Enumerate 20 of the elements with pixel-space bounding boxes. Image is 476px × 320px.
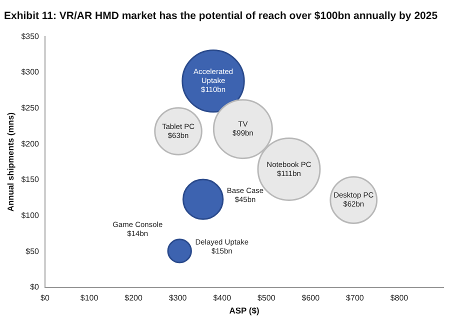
x-tick-label: $300 [168, 294, 188, 303]
y-tick-label: $250 [21, 103, 40, 112]
y-tick-label: $200 [21, 139, 40, 148]
y-tick-label: $0 [30, 282, 40, 292]
y-tick-label: $350 [21, 32, 40, 41]
x-tick-label: $500 [257, 294, 276, 303]
y-tick-label: $150 [21, 175, 40, 184]
x-tick-label: $700 [346, 294, 364, 303]
y-tick-label: $100 [21, 211, 40, 220]
x-tick-label: $600 [302, 294, 320, 303]
x-tick-label: $100 [80, 294, 99, 303]
y-tick-label: $300 [21, 68, 40, 77]
y-axis-title: Annual shipments (mns) [5, 112, 16, 212]
x-axis-title: ASP ($) [229, 306, 260, 316]
chart-title: Exhibit 11: VR/AR HMD market has the potential of reach over $100bn annually by 2025 [4, 10, 438, 22]
x-tick-label: $400 [213, 294, 232, 303]
x-tick-label: $200 [124, 294, 143, 303]
x-tick-label: $0 [40, 294, 50, 303]
x-tick-label: $800 [390, 294, 409, 303]
y-tick-label: $50 [26, 246, 40, 256]
